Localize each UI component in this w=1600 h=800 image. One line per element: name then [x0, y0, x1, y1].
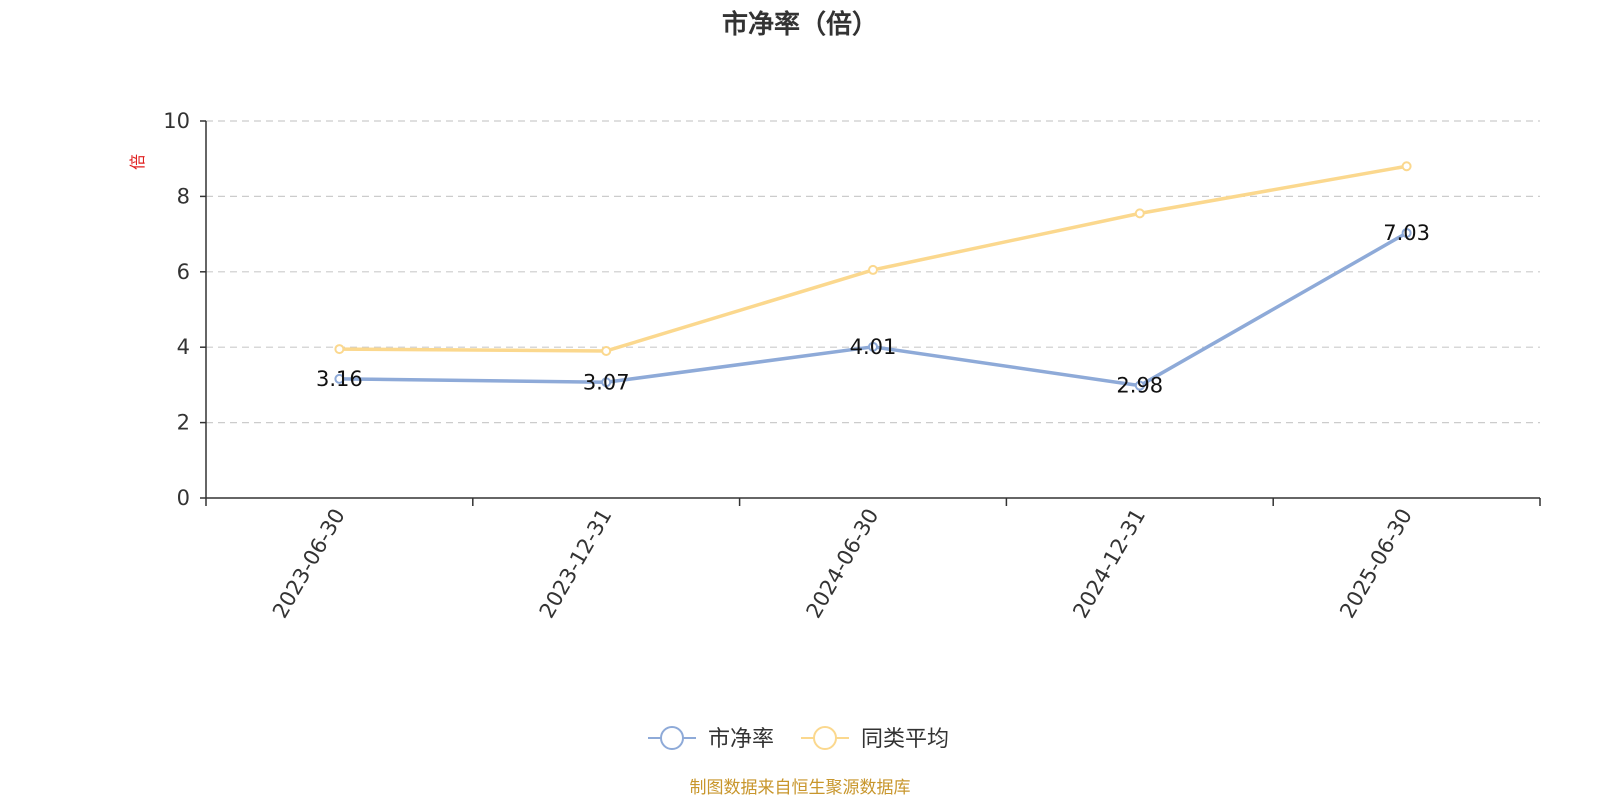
source-note: 制图数据来自恒生聚源数据库: [690, 778, 911, 798]
data-label: 2.98: [1116, 374, 1163, 398]
x-tick-label: 2025-06-30: [1335, 505, 1417, 623]
y-tick-label: 0: [177, 486, 190, 510]
axes: [200, 120, 1541, 506]
series-point-1: [868, 264, 878, 275]
y-tick-label: 4: [177, 335, 190, 359]
legend-label: 市净率: [708, 727, 774, 752]
legend-circle-icon: [660, 726, 684, 750]
series-point-0: [1134, 380, 1145, 391]
series-point-1: [601, 345, 612, 356]
legend-item-0[interactable]: 市净率: [648, 726, 774, 752]
y-tick-label: 10: [163, 109, 190, 133]
series-point-1: [1134, 208, 1145, 219]
data-label: 7.03: [1383, 221, 1430, 245]
legend-circle-icon: [813, 726, 837, 750]
series-line-0: [339, 231, 1408, 388]
y-tick-label: 8: [177, 184, 190, 208]
y-tick-label: 6: [177, 260, 190, 284]
data-label: 3.16: [316, 367, 363, 391]
x-tick-labels: 2023-06-30 2023-12-31 2024-06-30 2024-12-31…: [268, 505, 1417, 623]
legend-item-1[interactable]: 同类平均: [801, 726, 949, 752]
data-labels: 3.16 3.07 4.01 2.98 7.03: [316, 221, 1430, 398]
legend-label: 同类平均: [861, 727, 949, 752]
series-point-0: [868, 341, 878, 352]
chart-title: 市净率（倍）: [722, 9, 878, 40]
legend[interactable]: 市净率 同类平均: [648, 726, 949, 752]
data-label: 3.07: [583, 370, 630, 394]
series-point-0: [334, 373, 345, 384]
x-tick-label: 2023-06-30: [268, 505, 350, 623]
data-label: 4.01: [850, 335, 897, 359]
x-tick-label: 2024-12-31: [1068, 505, 1150, 623]
series-layer: [334, 161, 1412, 391]
series-point-0: [601, 377, 612, 388]
series-point-1: [1401, 161, 1412, 172]
series-point-1: [334, 344, 345, 355]
series-point-0: [1401, 227, 1412, 238]
y-tick-label: 2: [177, 411, 190, 435]
x-tick-label: 2023-12-31: [535, 505, 617, 623]
y-tick-labels: 0 2 4 6 8 10: [163, 109, 190, 510]
x-tick-label: 2024-06-30: [802, 505, 884, 623]
y-axis-unit: 倍: [128, 154, 147, 170]
